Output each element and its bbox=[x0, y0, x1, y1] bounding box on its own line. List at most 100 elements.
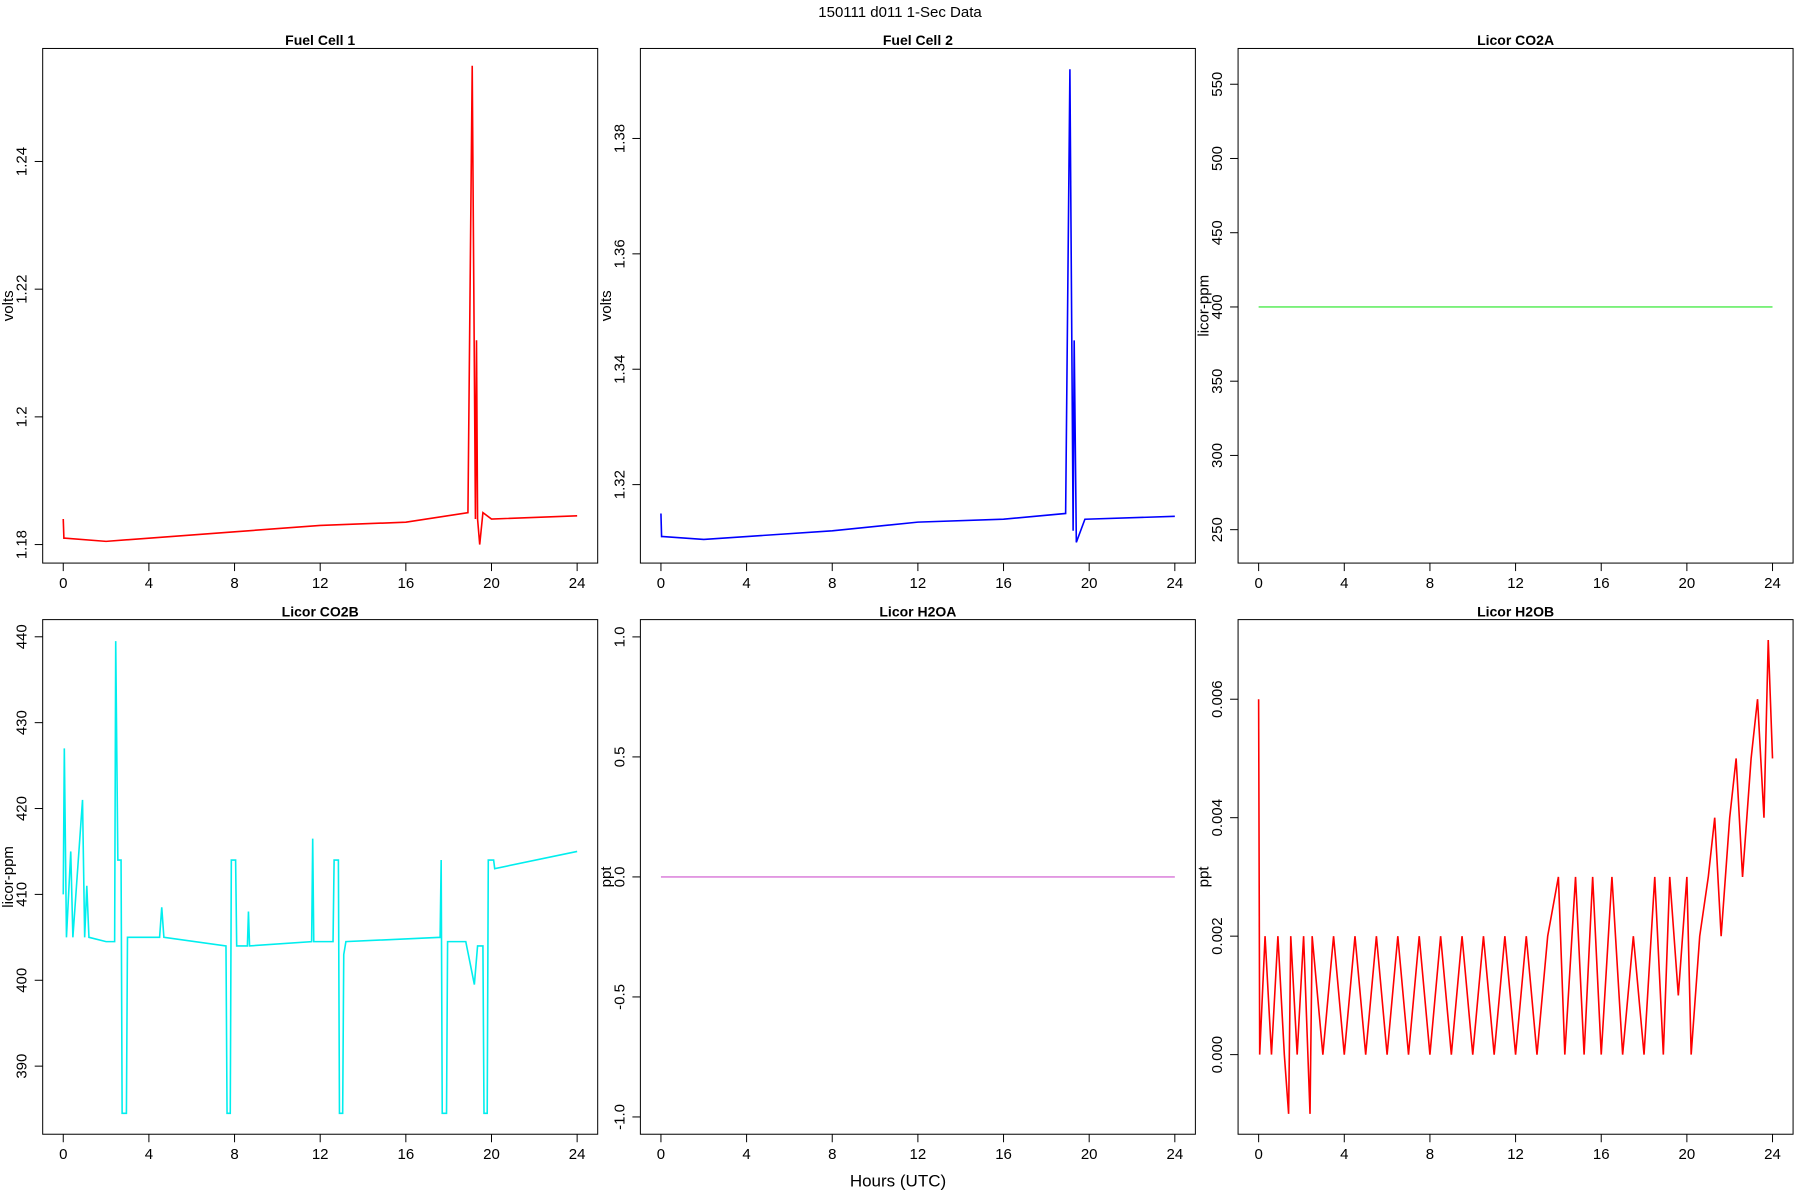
plot-box bbox=[42, 47, 599, 564]
plot-box bbox=[639, 47, 1196, 564]
y-tick-label: 350 bbox=[1209, 369, 1226, 394]
y-tick-label: 1.22 bbox=[14, 275, 31, 304]
plot-box bbox=[42, 619, 599, 1135]
x-tick-label: 4 bbox=[742, 575, 750, 592]
x-tick-label: 4 bbox=[145, 1146, 153, 1163]
x-tick-label: 4 bbox=[1340, 1146, 1348, 1163]
x-axis-label: Hours (UTC) bbox=[850, 1171, 946, 1190]
y-tick-label: 0.006 bbox=[1209, 680, 1226, 718]
y-tick-label: 0.002 bbox=[1209, 917, 1226, 955]
x-tick-label: 8 bbox=[828, 1146, 836, 1163]
y-tick-label: 410 bbox=[14, 882, 31, 907]
x-tick-label: 8 bbox=[230, 1146, 238, 1163]
x-tick-label: 12 bbox=[312, 575, 329, 592]
x-tick-label: 12 bbox=[910, 575, 927, 592]
data-line bbox=[1257, 639, 1774, 1114]
x-tick-label: 24 bbox=[569, 575, 586, 592]
x-tick-label: 0 bbox=[59, 575, 67, 592]
y-tick-label: -0.5 bbox=[611, 984, 628, 1010]
x-tick-label: 0 bbox=[657, 575, 665, 592]
x-tick-label: 0 bbox=[1254, 575, 1262, 592]
x-tick-label: 24 bbox=[569, 1146, 586, 1163]
x-tick-label: 0 bbox=[1254, 1146, 1262, 1163]
data-line bbox=[62, 65, 578, 545]
x-tick-label: 16 bbox=[1593, 1146, 1610, 1163]
x-tick-label: 20 bbox=[483, 575, 500, 592]
x-tick-label: 16 bbox=[397, 1146, 414, 1163]
y-tick-label: 1.2 bbox=[14, 406, 31, 427]
x-tick-label: 24 bbox=[1764, 575, 1781, 592]
x-tick-label: 12 bbox=[1507, 575, 1524, 592]
x-tick-label: 20 bbox=[1081, 1146, 1098, 1163]
panel: Licor CO2B licor-ppm 0 4 8 12 16 20 24 390 400 410 4… bbox=[0, 603, 599, 1163]
y-tick-label: -1.0 bbox=[611, 1104, 628, 1130]
x-tick-label: 8 bbox=[1426, 1146, 1434, 1163]
panel-title: Licor CO2A bbox=[1477, 32, 1554, 48]
y-tick-label: 420 bbox=[14, 796, 31, 821]
x-tick-label: 20 bbox=[483, 1146, 500, 1163]
y-tick-label: 1.36 bbox=[611, 239, 628, 268]
x-tick-label: 12 bbox=[910, 1146, 927, 1163]
x-tick-label: 0 bbox=[59, 1146, 67, 1163]
x-tick-label: 4 bbox=[145, 575, 153, 592]
plot-area bbox=[62, 641, 578, 1115]
x-tick-label: 12 bbox=[312, 1146, 329, 1163]
x-tick-label: 24 bbox=[1166, 575, 1183, 592]
panel-title: Licor H2OA bbox=[879, 603, 956, 619]
y-axis-label: licor-ppm bbox=[0, 846, 17, 908]
y-tick-label: 400 bbox=[1209, 294, 1226, 319]
x-tick-label: 4 bbox=[1340, 575, 1348, 592]
x-tick-label: 16 bbox=[995, 575, 1012, 592]
panel: Licor H2OB ppt 0 4 8 12 16 20 24 0.000 0.002 0.004 0… bbox=[1196, 603, 1794, 1163]
y-tick-label: 1.24 bbox=[14, 147, 31, 176]
plot-box bbox=[639, 619, 1196, 1135]
plot-box bbox=[1237, 47, 1794, 564]
panel: Licor CO2A licor-ppm 0 4 8 12 16 20 24 250 300 350 4… bbox=[1196, 32, 1794, 592]
y-axis-label: volts bbox=[0, 290, 17, 321]
y-tick-label: 0.000 bbox=[1209, 1036, 1226, 1074]
y-tick-label: 0.0 bbox=[611, 866, 628, 887]
panel: Licor H2OA ppt 0 4 8 12 16 20 24 -1.0 -0.5 0.0 0.5 1.… bbox=[598, 603, 1196, 1163]
plot-box bbox=[1237, 619, 1794, 1135]
panel: Fuel Cell 1 volts 0 4 8 12 16 20 24 1.18 1.2 1.22 1.… bbox=[0, 32, 599, 592]
plot-area bbox=[62, 65, 578, 545]
x-tick-label: 16 bbox=[1593, 575, 1610, 592]
y-tick-label: 250 bbox=[1209, 517, 1226, 542]
x-tick-label: 20 bbox=[1081, 575, 1098, 592]
y-tick-label: 1.18 bbox=[14, 530, 31, 559]
plot-area bbox=[1257, 639, 1774, 1114]
x-tick-label: 20 bbox=[1679, 1146, 1696, 1163]
panel-title: Fuel Cell 2 bbox=[883, 32, 953, 48]
y-axis-label: licor-ppm bbox=[1196, 275, 1213, 337]
y-axis-label: ppt bbox=[598, 866, 615, 888]
panel-title: Licor CO2B bbox=[282, 603, 359, 619]
panel: Fuel Cell 2 volts 0 4 8 12 16 20 24 1.32 1.34 1.36 1… bbox=[598, 32, 1196, 592]
x-tick-label: 20 bbox=[1679, 575, 1696, 592]
x-tick-label: 24 bbox=[1166, 1146, 1183, 1163]
x-tick-label: 24 bbox=[1764, 1146, 1781, 1163]
y-axis-label: volts bbox=[598, 290, 615, 321]
x-tick-label: 0 bbox=[657, 1146, 665, 1163]
y-tick-label: 550 bbox=[1209, 72, 1226, 97]
y-tick-label: 1.34 bbox=[611, 355, 628, 384]
y-tick-label: 1.32 bbox=[611, 470, 628, 499]
figure-title: 150111 d011 1-Sec Data bbox=[818, 4, 982, 21]
data-line bbox=[660, 69, 1175, 543]
y-tick-label: 500 bbox=[1209, 146, 1226, 171]
x-tick-label: 8 bbox=[1426, 575, 1434, 592]
x-tick-label: 16 bbox=[397, 575, 414, 592]
x-tick-label: 8 bbox=[230, 575, 238, 592]
data-line bbox=[62, 641, 578, 1115]
x-tick-label: 12 bbox=[1507, 1146, 1524, 1163]
y-tick-label: 390 bbox=[14, 1054, 31, 1079]
x-tick-label: 4 bbox=[742, 1146, 750, 1163]
y-tick-label: 0.004 bbox=[1209, 799, 1226, 837]
plot-area bbox=[660, 69, 1175, 543]
y-tick-label: 1.38 bbox=[611, 124, 628, 153]
x-tick-label: 16 bbox=[995, 1146, 1012, 1163]
y-tick-label: 300 bbox=[1209, 443, 1226, 468]
y-tick-label: 400 bbox=[14, 968, 31, 993]
panel-title: Fuel Cell 1 bbox=[285, 32, 355, 48]
y-tick-label: 0.5 bbox=[611, 746, 628, 767]
y-tick-label: 1.0 bbox=[611, 626, 628, 647]
